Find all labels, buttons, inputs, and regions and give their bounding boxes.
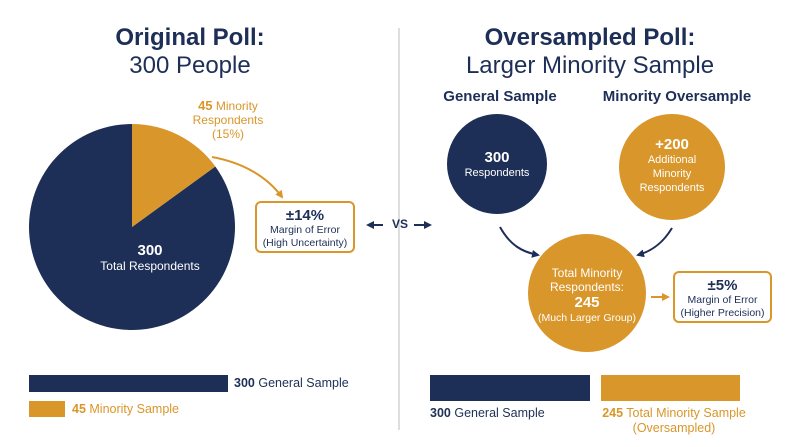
left-bar2-num: 45 [72, 402, 86, 416]
total-circle-text: Total Minority Respondents: 245 (Much La… [528, 266, 646, 325]
general-sample-circle [447, 114, 547, 214]
left-moe-line2: (High Uncertainty) [262, 237, 348, 249]
left-title-line2: 300 People [129, 52, 251, 79]
right-margin-of-error-box: ±5% Margin of Error (Higher Precision) [673, 271, 772, 323]
oversample-to-total-arrow [636, 227, 673, 258]
right-moe-value: ±5% [707, 277, 738, 294]
pie-total-text: Total Respondents [100, 259, 200, 273]
left-moe-value: ±14% [285, 207, 325, 224]
right-moe-line2: (Higher Precision) [680, 307, 765, 319]
pie-total-label: 300 Total Respondents [70, 242, 230, 273]
pie-total-num: 300 [137, 242, 163, 259]
minority-slice-label: 45 Minority Respondents (15%) [178, 98, 278, 142]
general-circle-num: 300 [484, 149, 510, 166]
minority-oversample-heading: Minority Oversample [602, 88, 752, 105]
total-circle-line3: (Much Larger Group) [537, 312, 637, 324]
total-circle-num: 245 [574, 294, 600, 311]
oversample-circle-text: +200 Additional Minority Respondents [619, 136, 725, 195]
minority-label-line2: Respondents [192, 113, 264, 127]
general-to-total-arrow [499, 226, 540, 258]
oversample-circle-line1: Additional [647, 154, 697, 166]
right-title: Oversampled Poll: Larger Minority Sample [440, 24, 740, 80]
left-bar1-text: General Sample [258, 376, 349, 390]
right-bar1-num: 300 [430, 406, 451, 420]
left-bar1-num: 300 [234, 376, 255, 390]
total-circle-line2: Respondents: [549, 280, 625, 294]
minority-label-num: 45 [198, 98, 213, 113]
right-bar2-num: 245 [602, 406, 624, 420]
right-title-line2: Larger Minority Sample [465, 52, 715, 79]
general-circle-text: 300 Respondents [447, 149, 547, 180]
total-circle-line1: Total Minority [551, 266, 623, 280]
left-bar2-text: Minority Sample [89, 402, 180, 416]
left-margin-of-error-box: ±14% Margin of Error (High Uncertainty) [255, 201, 355, 253]
right-general-bar-label: 300 General Sample [430, 406, 545, 420]
right-bar2-text2: (Oversampled) [632, 421, 716, 435]
oversample-circle-line2: Minority [652, 168, 692, 180]
pie-slice-minority [132, 124, 216, 227]
minority-oversample-circle [619, 114, 725, 220]
right-moe-line1: Margin of Error [687, 294, 758, 306]
right-bar1-text: General Sample [454, 406, 545, 420]
left-minority-bar-label: 45 Minority Sample [72, 402, 179, 416]
minority-label-text: Minority [215, 99, 258, 113]
right-title-line1: Oversampled Poll: [484, 24, 696, 51]
oversample-circle-line3: Respondents [639, 182, 705, 194]
right-general-bar [430, 375, 590, 401]
left-title-line1: Original Poll: [115, 24, 265, 51]
left-minority-bar [29, 401, 65, 417]
total-minority-circle [528, 234, 646, 352]
general-circle-label: Respondents [464, 167, 530, 179]
vs-label: VS [391, 217, 408, 231]
left-title: Original Poll: 300 People [60, 24, 320, 80]
left-general-bar-label: 300 General Sample [234, 376, 349, 390]
oversample-circle-num: +200 [655, 136, 689, 153]
pie-chart [29, 124, 236, 330]
right-bar2-text: Total Minority Sample [626, 406, 746, 420]
right-minority-bar-label: 245 Total Minority Sample (Oversampled) [600, 406, 748, 436]
general-sample-heading: General Sample [443, 88, 557, 105]
left-moe-line1: Margin of Error [269, 224, 341, 236]
pie-slice-general [29, 124, 236, 330]
minority-label-line3: (15%) [211, 127, 244, 141]
minority-to-moe-arrow [211, 156, 284, 199]
left-general-bar [29, 375, 228, 392]
right-minority-bar [601, 375, 740, 401]
